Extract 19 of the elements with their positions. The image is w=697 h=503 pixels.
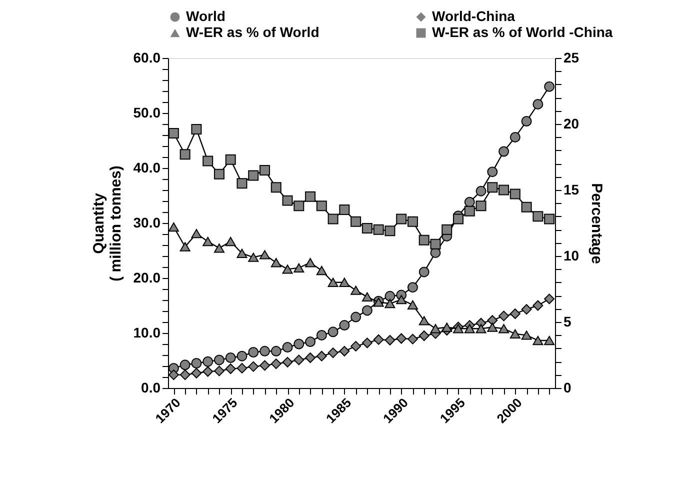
y-tick-label: 30.0 bbox=[133, 214, 161, 230]
legend-label: World-China bbox=[432, 8, 516, 24]
y-tick-label: 40.0 bbox=[133, 160, 161, 176]
y2-tick-label: 20 bbox=[564, 116, 580, 132]
legend-label: W-ER as % of World -China bbox=[432, 24, 613, 40]
y2-tick-label: 25 bbox=[564, 50, 580, 66]
y2-tick-label: 5 bbox=[564, 314, 572, 330]
y-tick-label: 50.0 bbox=[133, 104, 161, 120]
y2-tick-label: 10 bbox=[564, 248, 580, 264]
legend-label: World bbox=[186, 8, 226, 24]
y2-tick-label: 15 bbox=[564, 182, 580, 198]
legend-label: W-ER as % of World bbox=[186, 24, 320, 40]
y2-axis-title: Percentage bbox=[588, 183, 606, 264]
y-tick-label: 60.0 bbox=[133, 50, 161, 66]
y-tick-label: 10.0 bbox=[133, 324, 161, 340]
y-tick-label: 0.0 bbox=[141, 380, 161, 396]
y-tick-label: 20.0 bbox=[133, 270, 161, 286]
y2-tick-label: 0 bbox=[564, 380, 572, 396]
y-axis-title: Quantity ( million tonnes) bbox=[90, 166, 124, 282]
